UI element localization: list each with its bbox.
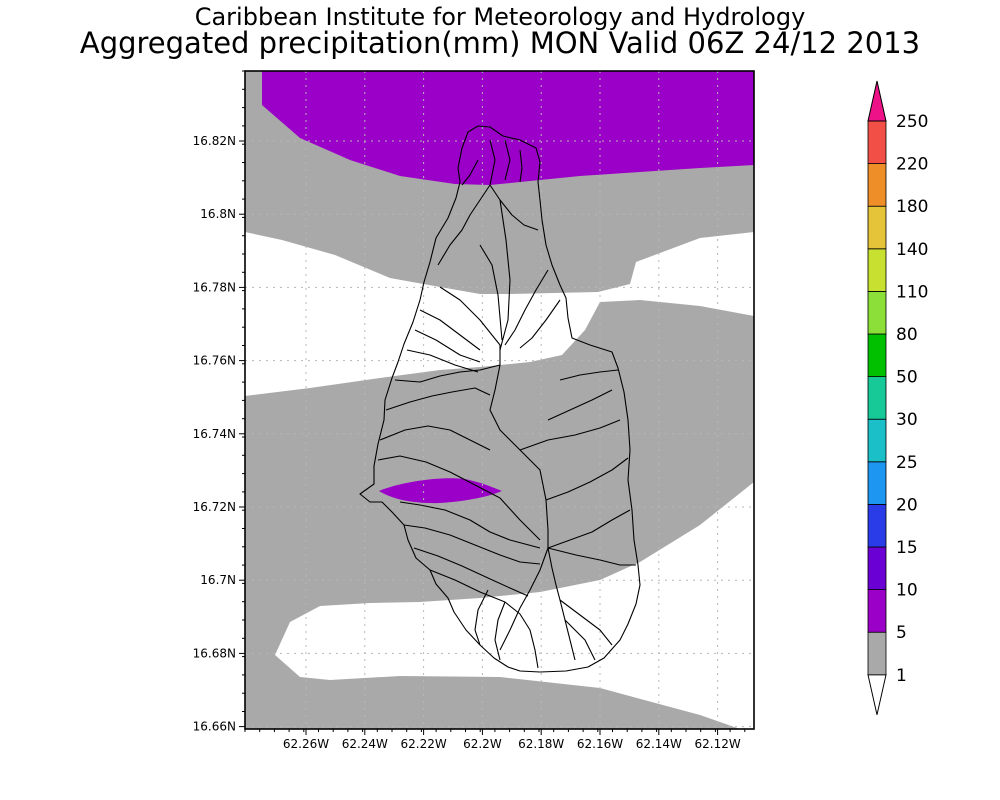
colorbar-label: 110 xyxy=(896,282,928,302)
colorbar-label: 15 xyxy=(896,538,918,558)
colorbar-label: 1 xyxy=(896,666,907,686)
precip-area-1-5 xyxy=(245,300,754,729)
colorbar-segment xyxy=(867,333,887,377)
precip-area-5-10 xyxy=(262,71,754,185)
colorbar-segment xyxy=(867,589,887,633)
colorbar-label: 25 xyxy=(896,453,918,473)
lat-tick-label: 16.82N xyxy=(193,134,236,148)
colorbar-segment xyxy=(867,631,887,676)
colorbar-segment xyxy=(867,376,887,420)
lat-tick-label: 16.66N xyxy=(193,720,236,734)
grid-lines xyxy=(245,71,754,729)
colorbar-segment xyxy=(867,205,887,250)
colorbar-label: 10 xyxy=(896,581,918,601)
precip-area-5-10 xyxy=(379,478,502,504)
latitude-axis: 16.82N 16.8N 16.78N 16.76N 16.74N 16.72N 16.7N… xyxy=(193,134,236,734)
colorbar-label: 5 xyxy=(896,623,907,643)
colorbar-label: 140 xyxy=(896,240,928,260)
lon-tick-label: 62.18W xyxy=(518,737,564,751)
colorbar-segment xyxy=(867,290,887,335)
colorbar-top-triangle xyxy=(867,80,887,122)
longitude-axis: 62.26W 62.24W 62.22W 62.2W 62.18W 62.16W 62.14… xyxy=(283,737,741,751)
lon-tick-label: 62.16W xyxy=(577,737,623,751)
lon-tick-label: 62.2W xyxy=(463,737,502,751)
colorbar-label: 250 xyxy=(896,112,928,132)
chart-title-line1: Caribbean Institute for Meteorology and … xyxy=(194,3,806,31)
island-outline xyxy=(359,125,641,673)
colorbar-label: 30 xyxy=(896,410,918,430)
colorbar-segment xyxy=(867,163,887,207)
lon-tick-label: 62.12W xyxy=(694,737,740,751)
lat-tick-label: 16.8N xyxy=(200,207,236,221)
lat-tick-label: 16.7N xyxy=(200,573,236,587)
chart-title-line2: Aggregated precipitation(mm) MON Valid 0… xyxy=(79,26,921,60)
axis-ticks xyxy=(239,70,746,735)
colorbar-segment xyxy=(867,461,887,505)
lon-tick-label: 62.24W xyxy=(342,737,388,751)
colorbar-segment xyxy=(867,546,887,590)
colorbar-label: 50 xyxy=(896,368,918,388)
colorbar-label: 20 xyxy=(896,495,918,515)
colorbar-segment xyxy=(867,418,887,463)
colorbar-segment xyxy=(867,503,887,548)
lat-tick-label: 16.72N xyxy=(193,500,236,514)
colorbar-segment xyxy=(867,248,887,292)
map-plot-area xyxy=(245,71,754,729)
lon-tick-label: 62.26W xyxy=(283,737,329,751)
lon-tick-label: 62.22W xyxy=(400,737,446,751)
colorbar-label: 80 xyxy=(896,325,918,345)
lat-tick-label: 16.68N xyxy=(193,646,236,660)
lon-tick-label: 62.14W xyxy=(636,737,682,751)
colorbar-bottom-triangle xyxy=(867,674,887,715)
lat-tick-label: 16.78N xyxy=(193,280,236,294)
colorbar-label: 220 xyxy=(896,155,928,175)
colorbar-segment xyxy=(867,120,887,164)
colorbar-label: 180 xyxy=(896,197,928,217)
lat-tick-label: 16.76N xyxy=(193,354,236,368)
colorbar-legend xyxy=(867,80,887,715)
lat-tick-label: 16.74N xyxy=(193,427,236,441)
